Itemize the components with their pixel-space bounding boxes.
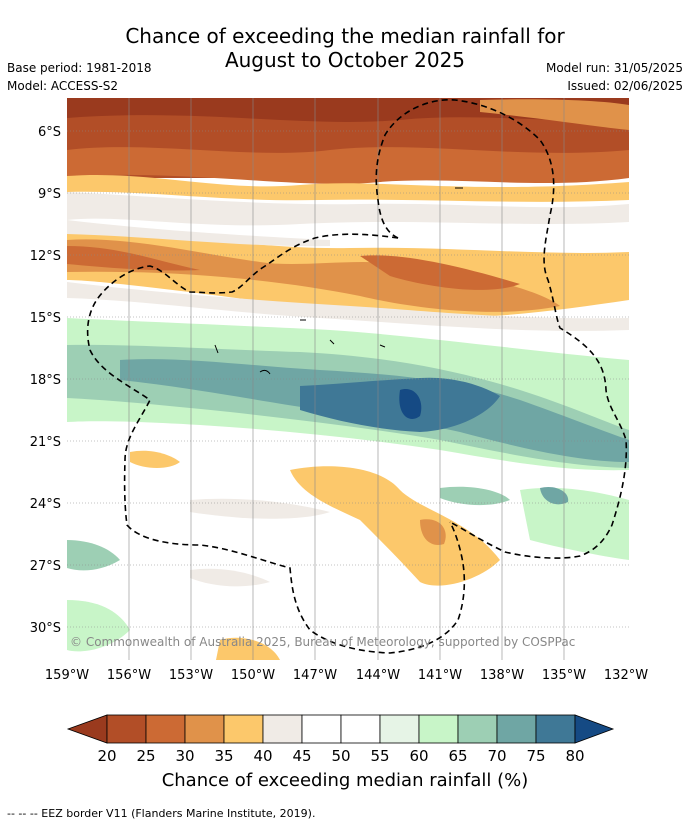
colorbar-segment [145,714,186,744]
colorbar-extend-low [66,714,108,744]
colorbar-segment [535,714,576,744]
colorbar-segment [457,714,498,744]
colorbar-tick-label: 50 [331,747,350,765]
colorbar-tick-label: 80 [565,747,584,765]
copyright-text: © Commonwealth of Australia 2025, Bureau… [70,635,575,649]
lon-label: 141°W [418,668,462,683]
lat-label: 6°S [38,125,61,140]
colorbar-tick-label: 65 [448,747,467,765]
colorbar-tick-label: 40 [253,747,272,765]
model-text: Model: ACCESS-S2 [7,79,119,93]
colorbar-tick-label: 60 [409,747,428,765]
lat-label: 24°S [30,497,61,512]
colorbar-segment [223,714,264,744]
lon-label: 132°W [604,668,648,683]
lon-gridlines [128,98,565,660]
colorbar-tick-label: 20 [97,747,116,765]
map-title: Chance of exceeding the median rainfall … [0,24,690,72]
colorbar-extend-high [574,714,615,744]
colorbar-tick-label: 55 [370,747,389,765]
colorbar-tick-label: 45 [292,747,311,765]
colorbar-tick-label: 25 [136,747,155,765]
lon-label: 135°W [542,668,586,683]
colorbar-tick-label: 30 [175,747,194,765]
colorbar [66,714,615,744]
map-field: © Commonwealth of Australia 2025, Bureau… [67,98,629,660]
colorbar-tick-label: 70 [487,747,506,765]
lon-label: 153°W [169,668,213,683]
lon-axis: 159°W 156°W 153°W 150°W 147°W 144°W 141°… [45,668,648,683]
lat-label: 30°S [30,621,61,636]
colorbar-segment [184,714,225,744]
colorbar-segment [340,714,381,744]
meta-left: Base period: 1981-2018 Model: ACCESS-S2 [7,59,152,95]
lon-label: 144°W [356,668,400,683]
colorbar-title: Chance of exceeding median rainfall (%) [161,770,529,791]
colorbar-segment [379,714,420,744]
colorbar-segment [496,714,537,744]
lon-label: 138°W [480,668,524,683]
lat-label: 9°S [38,187,61,202]
lat-label: 27°S [30,559,61,574]
lat-label: 12°S [30,249,61,264]
colorbar-tick-label: 75 [526,747,545,765]
islands [214,187,463,375]
lat-label: 18°S [30,373,61,388]
colorbar-segment [301,714,342,744]
colorbar-segment [262,714,303,744]
title-line-2: August to October 2025 [224,48,466,72]
colorbar-tick-label: 35 [214,747,233,765]
lon-label: 156°W [107,668,151,683]
colorbar-ticks: 20 25 30 35 40 45 50 55 60 65 70 75 80 [97,747,584,765]
eez-borders [86,99,628,654]
lon-label: 150°W [231,668,275,683]
colorbar-segment [106,714,147,744]
eez-legend: -- -- -- EEZ border V11 (Flanders Marine… [7,807,316,820]
lon-label: 147°W [293,668,337,683]
issued-text: Issued: 02/06/2025 [567,79,683,93]
dry-patch-south [290,466,500,586]
lat-label: 21°S [30,435,61,450]
title-line-1: Chance of exceeding the median rainfall … [125,24,565,48]
colorbar-segment [418,714,459,744]
lat-gridlines [67,130,629,628]
base-period-text: Base period: 1981-2018 [7,61,152,75]
model-run-text: Model run: 31/05/2025 [545,61,683,75]
lat-label: 15°S [30,311,61,326]
lat-axis: 6°S 9°S 12°S 15°S 18°S 21°S 24°S 27°S 30… [30,125,61,636]
meta-right: Model run: 31/05/2025 Issued: 02/06/2025 [546,59,683,95]
lon-label: 159°W [45,668,89,683]
